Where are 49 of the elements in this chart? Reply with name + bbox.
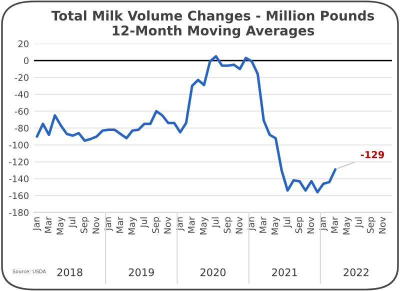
y-tick-label: -180 — [9, 209, 29, 216]
text: 2018 — [57, 268, 82, 276]
x-tick-label: Sep — [224, 217, 232, 234]
y-tick-label: -40 — [14, 91, 29, 98]
y-tick-label: 20 — [18, 40, 29, 48]
x-tick-label: Mar — [116, 216, 124, 233]
x-tick-label: Jan — [104, 217, 113, 231]
text: 2020 — [200, 268, 226, 276]
y-tick-label: -80 — [14, 124, 29, 132]
y-tick-label: -100 — [9, 142, 29, 148]
y-tick-label: -140 — [9, 175, 29, 182]
x-tick-label: Nov — [92, 216, 100, 234]
x-tick-label: May — [128, 216, 137, 234]
x-tick-label: Jul — [68, 217, 78, 228]
x-tick-label: Sep — [80, 217, 90, 234]
text: 2019 — [128, 268, 154, 276]
x-tick-label: Jul — [354, 217, 364, 228]
x-tick-label: Sep — [366, 217, 376, 234]
x-tick-label: Sep — [295, 217, 304, 234]
x-tick-label: May — [56, 216, 66, 234]
line-series — [36, 55, 337, 194]
chart-title: Total Milk Volume Changes - Million Pounds 12-Month Moving Averages — [51, 10, 374, 38]
y-tick-label: -120 — [9, 158, 29, 166]
x-tick-label: Jan — [319, 217, 328, 231]
x-tick-label: Nov — [378, 216, 386, 234]
x-tick-label: Mar — [44, 216, 52, 233]
y-tick-label: -160 — [9, 192, 29, 200]
y-tick-label: -20 — [14, 74, 29, 81]
x-tick-label: Jan — [32, 217, 42, 231]
x-tick-label: Mar — [188, 216, 195, 233]
x-tick-label: Nov — [307, 216, 314, 234]
x-tick-label: Nov — [236, 216, 242, 234]
x-tick-label: Sep — [152, 217, 161, 234]
x-tick-label: Jul — [140, 217, 149, 228]
x-tick-label: May — [343, 216, 352, 234]
x-tick-label: Jul — [212, 217, 220, 228]
text: 2022 — [344, 268, 368, 276]
text: 2021 — [272, 268, 297, 276]
x-tick-label: May — [272, 216, 280, 234]
x-tick-label: Jan — [248, 217, 256, 231]
y-tick-label: -60 — [14, 108, 29, 115]
x-tick-label: Jan — [176, 217, 184, 231]
x-tick-label: Jul — [283, 217, 292, 228]
x-tick-label: Mar — [260, 216, 266, 233]
data-label: -129 — [360, 150, 384, 158]
x-tick-label: Mar — [331, 216, 338, 233]
y-tick-label: 0 — [24, 57, 29, 64]
x-tick-label: May — [200, 216, 208, 234]
x-tick-label: Nov — [164, 216, 171, 234]
